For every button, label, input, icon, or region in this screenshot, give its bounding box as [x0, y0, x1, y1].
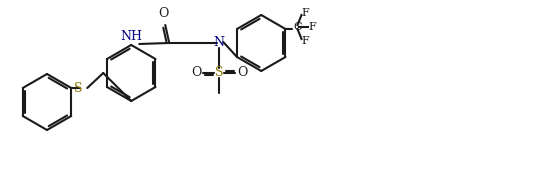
- Text: F: F: [308, 22, 316, 32]
- Text: O: O: [237, 66, 248, 79]
- Text: F: F: [301, 36, 309, 46]
- Text: NH: NH: [120, 30, 142, 43]
- Text: O: O: [158, 7, 169, 20]
- Text: S: S: [74, 82, 83, 95]
- Text: O: O: [191, 66, 201, 79]
- Text: F: F: [301, 8, 309, 18]
- Text: C: C: [294, 22, 302, 32]
- Text: S: S: [215, 66, 224, 79]
- Text: N: N: [214, 36, 225, 49]
